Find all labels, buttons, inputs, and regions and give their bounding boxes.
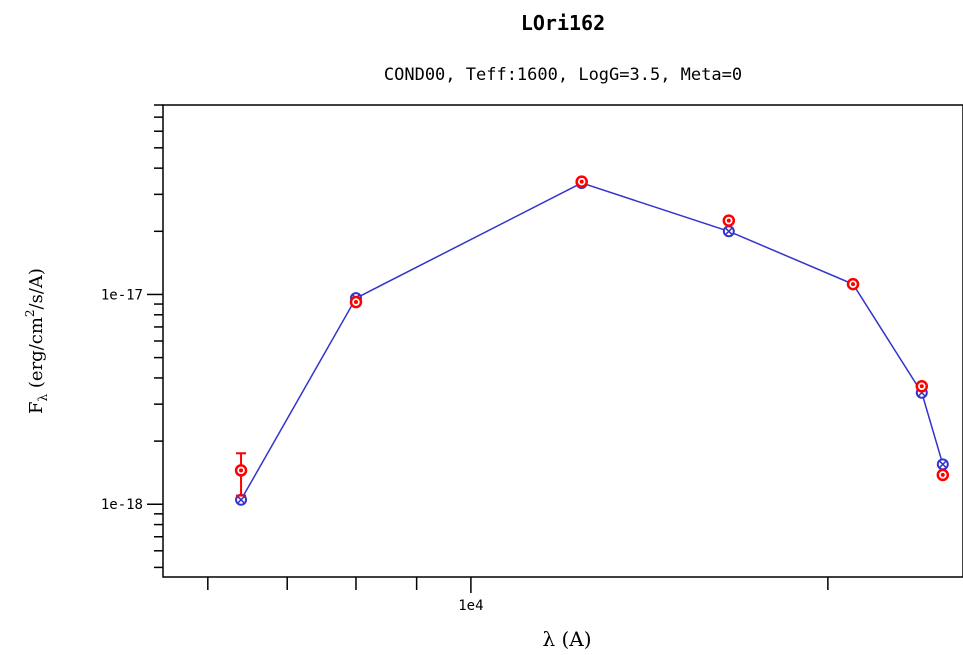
observed-point xyxy=(349,295,363,309)
observed-point xyxy=(234,452,248,497)
y-axis: 1e-17 1e-18 xyxy=(101,104,163,569)
y-axis-label: Fλ (erg/cm2/s/A) xyxy=(23,268,50,414)
observed-point-dot xyxy=(239,468,244,473)
observed-point xyxy=(722,214,736,227)
model-point-cross xyxy=(725,227,733,235)
y-axis-label-sub: λ xyxy=(36,393,50,401)
model-line xyxy=(240,182,944,501)
observed-point-dot xyxy=(353,300,358,305)
x-tick-label: 1e4 xyxy=(458,598,483,614)
y-axis-label-unit-post: /s/A) xyxy=(26,268,47,309)
y-axis-label-main: F xyxy=(26,401,47,414)
y-axis-label-unit-sup: 2 xyxy=(23,309,37,317)
chart-subtitle: COND00, Teff:1600, LogG=3.5, Meta=0 xyxy=(384,65,742,85)
y-tick-label: 1e-18 xyxy=(101,497,143,513)
x-axis-label: λ (A) xyxy=(542,627,591,651)
observed-point-dot xyxy=(940,472,945,477)
model-point-cross xyxy=(237,496,245,504)
observed-point-dot xyxy=(919,384,924,389)
observed-point-dot xyxy=(726,218,731,223)
chart-title: LOri162 xyxy=(521,11,605,35)
observed-point-dot xyxy=(579,179,584,184)
y-axis-label-unit-pre: (erg/cm xyxy=(26,317,47,394)
observed-point xyxy=(915,380,929,393)
y-tick-label: 1e-17 xyxy=(101,287,143,303)
series-layer xyxy=(234,175,950,506)
x-axis: 1e4 xyxy=(207,577,829,614)
observed-point xyxy=(846,277,860,291)
model-point xyxy=(936,458,949,471)
observed-point xyxy=(936,468,950,482)
plot-frame xyxy=(162,104,963,578)
model-point xyxy=(722,225,735,238)
model-point-cross xyxy=(939,460,947,468)
observed-point xyxy=(575,175,588,188)
observed-point-dot xyxy=(851,282,856,287)
